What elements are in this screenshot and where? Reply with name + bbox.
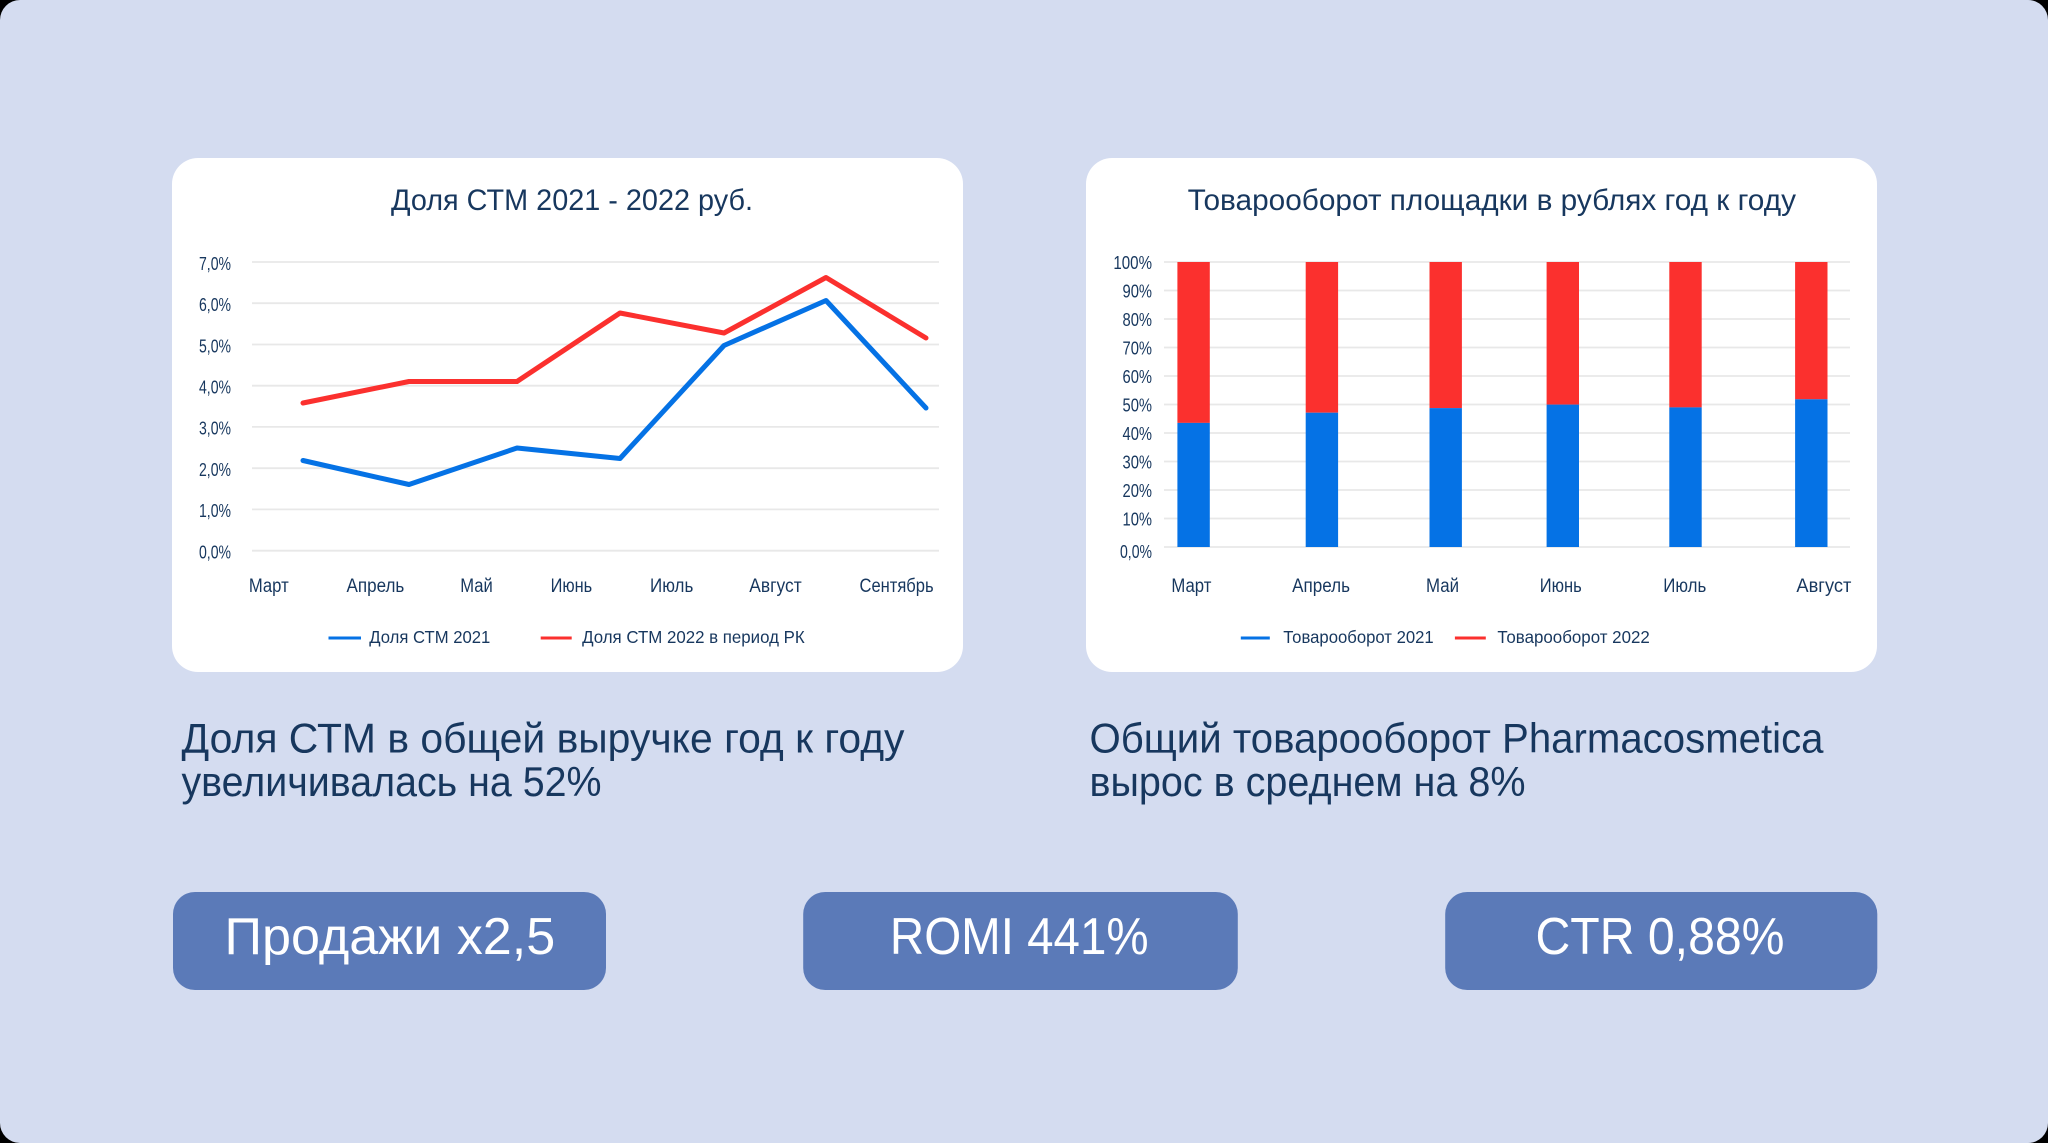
svg-text:2,0%: 2,0% [199, 459, 231, 480]
svg-text:20%: 20% [1123, 480, 1153, 501]
svg-text:Доля СТМ в общей выручке год к: Доля СТМ в общей выручке год к году [182, 715, 905, 762]
svg-text:5,0%: 5,0% [199, 335, 231, 356]
svg-text:Товарооборот площадки в рублях: Товарооборот площадки в рублях год к год… [1188, 184, 1797, 217]
svg-text:Июнь: Июнь [1540, 576, 1582, 597]
svg-text:Май: Май [1426, 576, 1459, 597]
svg-text:7,0%: 7,0% [199, 253, 231, 274]
svg-text:90%: 90% [1123, 281, 1153, 302]
svg-text:Август: Август [749, 576, 802, 597]
svg-text:вырос в среднем на 8%: вырос в среднем на 8% [1090, 758, 1526, 805]
svg-text:50%: 50% [1123, 395, 1153, 416]
svg-text:Июль: Июль [650, 576, 693, 597]
svg-text:CTR 0,88%: CTR 0,88% [1536, 907, 1785, 965]
svg-text:Товарооборот 2021: Товарооборот 2021 [1283, 627, 1433, 647]
svg-text:Июнь: Июнь [551, 576, 593, 597]
svg-text:Май: Май [460, 576, 493, 597]
svg-text:Апрель: Апрель [347, 576, 405, 597]
svg-text:80%: 80% [1123, 309, 1153, 330]
svg-text:0,0%: 0,0% [199, 542, 231, 563]
svg-text:Апрель: Апрель [1292, 576, 1350, 597]
svg-text:100%: 100% [1113, 252, 1152, 273]
svg-text:Доля СТМ 2021 - 2022 руб.: Доля СТМ 2021 - 2022 руб. [391, 184, 753, 217]
svg-text:Июль: Июль [1663, 576, 1706, 597]
svg-text:30%: 30% [1123, 452, 1153, 473]
svg-text:Сентябрь: Сентябрь [860, 576, 934, 597]
svg-text:ROMI 441%: ROMI 441% [890, 907, 1149, 965]
svg-text:увеличивалась на 52%: увеличивалась на 52% [182, 758, 602, 805]
svg-text:1,0%: 1,0% [199, 500, 231, 521]
svg-text:Доля СТМ 2022 в период РК: Доля СТМ 2022 в период РК [582, 627, 805, 647]
svg-text:3,0%: 3,0% [199, 418, 231, 439]
svg-text:Март: Март [1171, 576, 1211, 597]
svg-text:40%: 40% [1123, 423, 1153, 444]
svg-text:Август: Август [1796, 576, 1851, 597]
svg-text:6,0%: 6,0% [199, 294, 231, 315]
svg-text:Общий товарооборот Pharmacosme: Общий товарооборот Pharmacosmetica [1090, 715, 1825, 762]
svg-text:4,0%: 4,0% [199, 377, 231, 398]
svg-text:10%: 10% [1123, 509, 1153, 530]
svg-text:0,0%: 0,0% [1120, 541, 1152, 562]
svg-text:Продажи x2,5: Продажи x2,5 [225, 907, 556, 965]
svg-text:Товарооборот 2022: Товарооборот 2022 [1497, 627, 1649, 647]
svg-text:60%: 60% [1123, 366, 1153, 387]
svg-text:70%: 70% [1123, 338, 1153, 359]
svg-text:Март: Март [249, 576, 289, 597]
svg-text:Доля СТМ 2021: Доля СТМ 2021 [369, 627, 490, 647]
